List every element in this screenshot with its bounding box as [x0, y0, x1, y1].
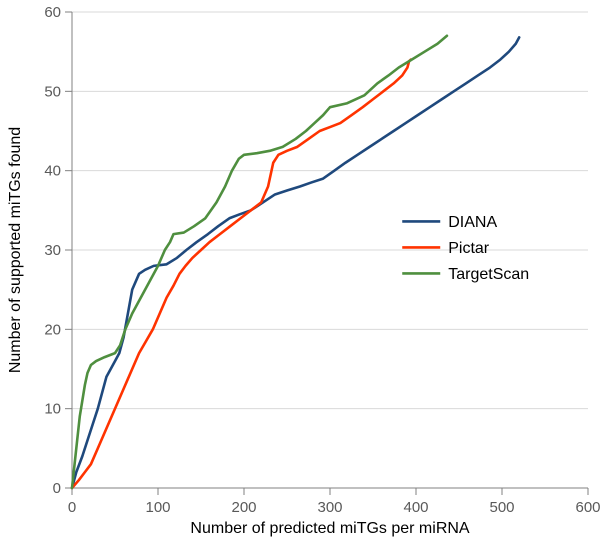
legend-label: Pictar [448, 240, 490, 257]
y-tick-label: 60 [44, 4, 61, 21]
x-axis-label: Number of predicted miTGs per miRNA [190, 520, 470, 537]
y-tick-label: 10 [44, 401, 61, 418]
legend-label: DIANA [448, 214, 497, 231]
x-tick-label: 100 [145, 499, 170, 516]
y-tick-label: 0 [53, 480, 61, 497]
y-tick-label: 30 [44, 242, 61, 259]
y-tick-label: 40 [44, 163, 61, 180]
y-axis-label: Number of supported miTGs found [7, 127, 24, 373]
y-tick-label: 20 [44, 321, 61, 338]
x-tick-label: 600 [575, 499, 600, 516]
x-tick-label: 300 [317, 499, 342, 516]
chart-container: 01020304050600100200300400500600DIANAPic… [0, 0, 600, 543]
x-tick-label: 500 [489, 499, 514, 516]
legend-label: TargetScan [448, 266, 529, 283]
x-tick-label: 400 [403, 499, 428, 516]
line-chart: 01020304050600100200300400500600DIANAPic… [0, 0, 600, 543]
x-tick-label: 0 [68, 499, 76, 516]
x-tick-label: 200 [231, 499, 256, 516]
y-tick-label: 50 [44, 83, 61, 100]
